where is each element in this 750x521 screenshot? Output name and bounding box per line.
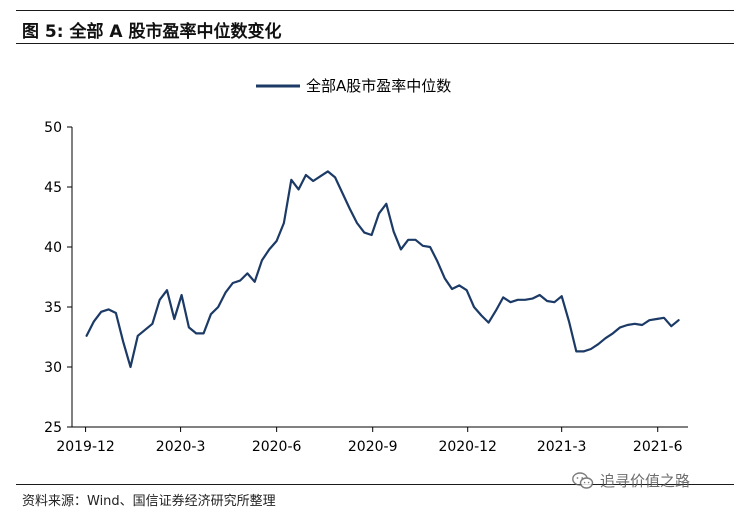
title-band [16, 11, 734, 44]
figure-title: 图 5: 全部 A 股市盈率中位数变化 [22, 22, 282, 42]
y-tick-label: 50 [44, 120, 62, 136]
series-line-0 [85, 170, 680, 369]
x-tick-label: 2020-12 [438, 439, 497, 455]
x-tick-label: 2020-6 [252, 439, 302, 455]
y-tick-label: 35 [44, 300, 62, 316]
watermark: 追寻价值之路 [572, 470, 690, 491]
x-tick-label: 2020-9 [348, 439, 398, 455]
legend-label: 全部A股市盈率中位数 [306, 77, 451, 95]
top-rule [16, 10, 734, 11]
x-tick-label: 2019-12 [56, 439, 115, 455]
series-group [85, 170, 680, 369]
x-tick-label: 2021-3 [537, 439, 587, 455]
x-tick-label: 2020-3 [156, 439, 206, 455]
y-tick-label: 30 [44, 360, 62, 376]
y-tick-label: 45 [44, 180, 62, 196]
watermark-text: 追寻价值之路 [600, 472, 691, 490]
y-tick-label: 25 [44, 420, 62, 436]
legend: 全部A股市盈率中位数 [256, 77, 451, 95]
x-tick-label: 2021-6 [633, 439, 683, 455]
axes: 25 30 35 40 45 50 2019-12 2020-3 2020-6 2020-9 202… [44, 120, 688, 455]
wechat-icon [572, 471, 594, 489]
source-note: 资料来源：Wind、国信证券经济研究所整理 [22, 494, 276, 509]
y-tick-label: 40 [44, 240, 62, 256]
bottom-rule [16, 484, 734, 485]
